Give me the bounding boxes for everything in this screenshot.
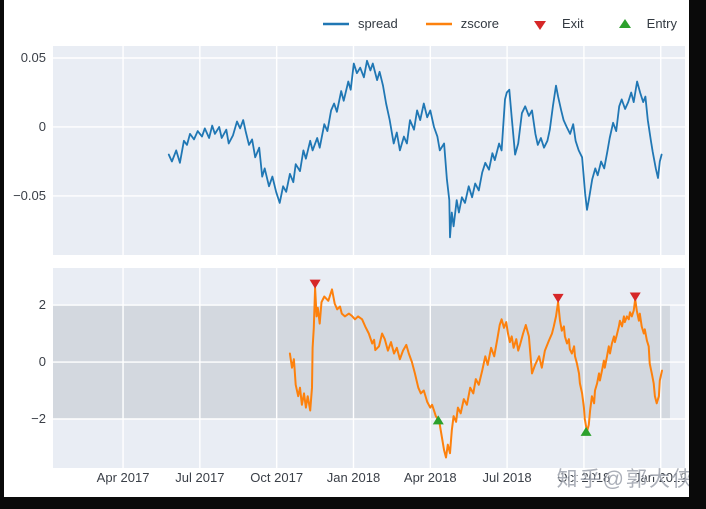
spread-line — [167, 59, 663, 239]
legend-label: zscore — [460, 16, 499, 31]
entry-marker — [580, 426, 592, 436]
exit-marker — [629, 292, 641, 302]
legend-triangle-down-icon — [533, 20, 546, 30]
y-tick-label: 2 — [38, 297, 46, 313]
legend: spread zscore Exit Entry — [321, 16, 677, 31]
x-tick-label: Jan 2019 — [633, 470, 688, 485]
legend-line-swatch — [425, 22, 452, 25]
legend-item-exit: Exit — [525, 16, 584, 31]
x-tick-label: Oct 2018 — [557, 470, 611, 485]
x-tick-label: Jul 2018 — [482, 470, 532, 485]
zscore-line — [288, 286, 663, 459]
watermark: 知乎@郭大侠 — [556, 468, 689, 491]
spread-chart — [53, 46, 685, 255]
y-tick-label: 0 — [38, 118, 46, 134]
x-tick-label: Jan 2018 — [326, 470, 381, 485]
y-tick-label: 0.05 — [20, 50, 46, 65]
legend-item-entry: Entry — [610, 16, 677, 31]
legend-item-zscore: zscore — [424, 16, 499, 31]
exit-marker — [552, 293, 564, 303]
entry-marker — [432, 415, 444, 425]
x-tick-label: Apr 2018 — [403, 470, 457, 485]
x-tick-label: Apr 2017 — [96, 470, 150, 485]
legend-label: Exit — [561, 16, 584, 31]
legend-item-spread: spread — [321, 16, 398, 31]
x-tick-label: Jul 2017 — [175, 470, 225, 485]
legend-line-swatch — [322, 22, 349, 25]
exit-marker — [309, 279, 321, 289]
y-tick-label: 0 — [38, 354, 46, 370]
zscore-chart — [53, 268, 685, 468]
legend-triangle-up-icon — [618, 18, 631, 28]
legend-label: Entry — [646, 16, 677, 31]
x-tick-label: Oct 2017 — [250, 470, 304, 485]
legend-label: spread — [357, 16, 398, 31]
y-tick-label: −0.05 — [13, 187, 46, 203]
figure-canvas: spread zscore Exit Entry 0.05 0 −0.05 2 0 −2 Apr … — [4, 0, 689, 497]
y-tick-label: −2 — [31, 410, 46, 426]
